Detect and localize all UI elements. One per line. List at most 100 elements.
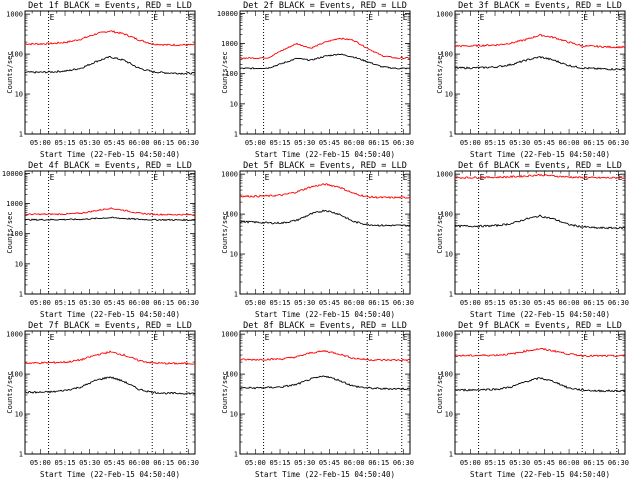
y-tick-label: 10 — [15, 91, 23, 99]
event-marker-label: E — [368, 173, 373, 182]
x-tick-label: 06:00 — [344, 139, 365, 147]
y-axis-label: Counts/sec — [221, 371, 229, 413]
x-tick-label: 05:30 — [509, 459, 530, 467]
x-tick-label: 06:30 — [608, 299, 629, 307]
x-tick-label: 05:15 — [269, 459, 290, 467]
x-tick-label: 06:00 — [559, 139, 580, 147]
y-tick-label: 1000 — [221, 331, 238, 339]
x-tick-label: 06:00 — [344, 459, 365, 467]
plot-frame — [24, 170, 196, 295]
x-tick-label: 05:15 — [54, 139, 75, 147]
x-tick-label: 06:15 — [583, 299, 604, 307]
x-tick-label: 05:45 — [319, 299, 340, 307]
event-marker-label: E — [153, 333, 158, 342]
x-tick-label: 06:15 — [368, 459, 389, 467]
event-marker-label: E — [50, 13, 55, 22]
chart-panel-3: Det 3f BLACK = Events, RED = LLD Counts/s… — [436, 1, 629, 159]
y-tick-label: 100 — [440, 51, 453, 59]
y-tick-label: 1000 — [436, 171, 453, 179]
y-tick-label: 10 — [230, 411, 238, 419]
events-series-line — [240, 209, 410, 227]
x-tick-label: 06:00 — [344, 299, 365, 307]
x-tick-label: 05:00 — [30, 299, 51, 307]
chart-panel-2: Det 2f BLACK = Events, RED = LLD Counts/s… — [217, 1, 414, 159]
y-tick-label: 100 — [10, 230, 23, 238]
chart-panel-9: Det 9f BLACK = Events, RED = LLD Counts/s… — [436, 321, 629, 479]
y-tick-label: 1 — [449, 131, 453, 139]
lld-series-line — [240, 349, 410, 362]
y-tick-label: 1000 — [221, 171, 238, 179]
event-marker-label: E — [188, 173, 193, 182]
x-tick-label: 05:00 — [245, 459, 266, 467]
y-tick-label: 1 — [19, 451, 23, 459]
chart-title: Det 7f BLACK = Events, RED = LLD — [28, 321, 192, 331]
y-tick-label: 100 — [225, 371, 238, 379]
events-series-line — [240, 375, 410, 391]
y-tick-label: 10 — [15, 411, 23, 419]
x-tick-label: 05:15 — [484, 299, 505, 307]
y-tick-label: 1 — [234, 451, 238, 459]
x-tick-label: 05:30 — [294, 299, 315, 307]
x-tick-label: 06:15 — [153, 299, 174, 307]
y-axis-label: Counts/sec — [436, 51, 444, 93]
event-marker-label: E — [403, 173, 408, 182]
x-tick-label: 05:30 — [294, 459, 315, 467]
lld-series-line — [25, 350, 195, 365]
x-tick-label: 06:00 — [559, 459, 580, 467]
x-tick-label: 06:15 — [583, 139, 604, 147]
y-tick-label: 100 — [440, 211, 453, 219]
event-marker-label: E — [188, 13, 193, 22]
event-marker-label: E — [583, 13, 588, 22]
x-axis-label: Start Time (22-Feb-15 04:50:40) — [255, 310, 395, 319]
x-tick-label: 06:30 — [393, 139, 414, 147]
x-tick-label: 06:00 — [129, 139, 150, 147]
y-tick-label: 1 — [234, 131, 238, 139]
lld-series-line — [25, 30, 195, 47]
event-marker-label: E — [368, 13, 373, 22]
lld-series-line — [455, 33, 625, 49]
chart-title: Det 6f BLACK = Events, RED = LLD — [458, 161, 622, 171]
event-marker-label: E — [265, 13, 270, 22]
y-tick-label: 10 — [230, 251, 238, 259]
y-tick-label: 1000 — [221, 40, 238, 48]
event-marker-label: E — [50, 333, 55, 342]
x-tick-label: 05:30 — [294, 139, 315, 147]
event-marker-label: E — [403, 333, 408, 342]
events-series-line — [25, 376, 195, 395]
y-tick-label: 1 — [19, 291, 23, 299]
y-tick-label: 1000 — [436, 11, 453, 19]
x-axis-label: Start Time (22-Feb-15 04:50:40) — [40, 150, 180, 159]
x-tick-label: 05:15 — [269, 299, 290, 307]
y-tick-label: 1000 — [6, 200, 23, 208]
events-series-line — [455, 214, 625, 230]
events-series-line — [25, 216, 195, 222]
x-tick-label: 05:45 — [534, 459, 555, 467]
plot-frame — [454, 10, 626, 135]
y-tick-label: 100 — [440, 371, 453, 379]
chart-panel-4: Det 4f BLACK = Events, RED = LLD Counts/s… — [2, 161, 199, 319]
y-tick-label: 1000 — [6, 331, 23, 339]
x-tick-label: 06:30 — [178, 299, 199, 307]
plot-frame — [239, 330, 411, 455]
x-tick-label: 05:15 — [54, 299, 75, 307]
y-tick-label: 100 — [225, 70, 238, 78]
x-tick-label: 06:15 — [368, 299, 389, 307]
y-tick-label: 10 — [445, 251, 453, 259]
x-axis-label: Start Time (22-Feb-15 04:50:40) — [255, 470, 395, 479]
x-tick-label: 05:00 — [460, 459, 481, 467]
x-tick-label: 05:15 — [54, 459, 75, 467]
event-marker-label: E — [618, 333, 623, 342]
x-tick-label: 05:30 — [79, 139, 100, 147]
lld-series-line — [455, 173, 625, 180]
x-tick-label: 05:15 — [484, 139, 505, 147]
x-tick-label: 06:15 — [583, 459, 604, 467]
chart-title: Det 3f BLACK = Events, RED = LLD — [458, 1, 622, 11]
x-axis-label: Start Time (22-Feb-15 04:50:40) — [470, 310, 610, 319]
event-marker-label: E — [480, 333, 485, 342]
x-tick-label: 05:30 — [509, 139, 530, 147]
event-marker-label: E — [480, 173, 485, 182]
plot-frame — [24, 330, 196, 455]
event-marker-label: E — [265, 173, 270, 182]
x-tick-label: 06:00 — [559, 299, 580, 307]
